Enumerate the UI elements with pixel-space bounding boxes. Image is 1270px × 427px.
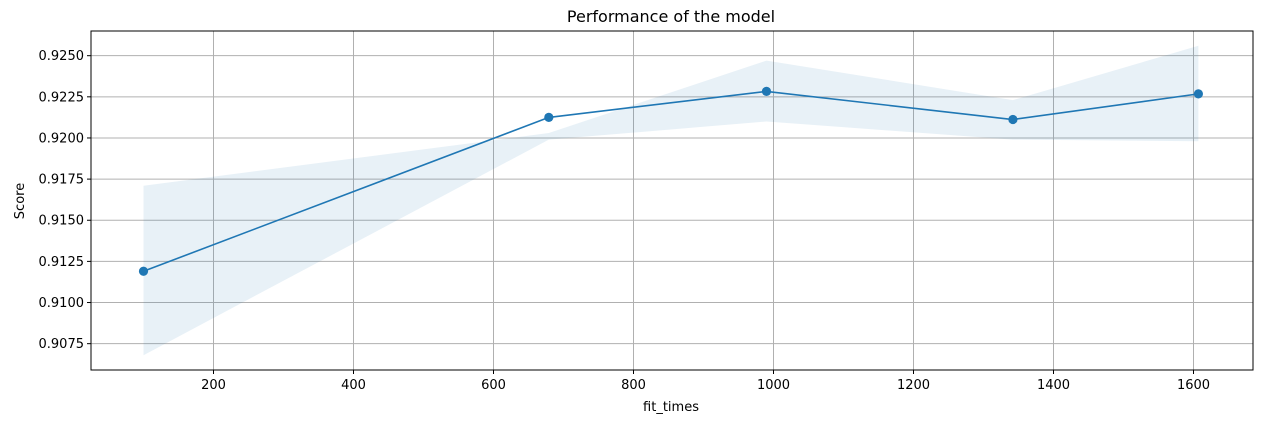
x-tick-label: 1000: [757, 378, 790, 393]
y-tick-label: 0.9175: [39, 173, 85, 188]
data-point: [1008, 114, 1018, 125]
y-axis-title: Score: [13, 183, 28, 219]
y-tick-label: 0.9150: [39, 214, 85, 229]
x-tick-label: 200: [201, 378, 226, 393]
data-point-layer: [138, 86, 1203, 276]
y-tick-label: 0.9250: [39, 49, 85, 64]
x-tick-label: 1200: [897, 378, 930, 393]
plot-frame: [90, 30, 1254, 371]
x-tick-label: 1400: [1037, 378, 1070, 393]
chart-title: Performance of the model: [567, 7, 775, 26]
data-point: [1193, 89, 1203, 99]
x-tick-label: 400: [341, 378, 366, 393]
data-point: [138, 266, 149, 276]
data-point: [544, 112, 554, 122]
confidence-band: [143, 45, 1199, 356]
y-tick-label: 0.9225: [39, 90, 85, 105]
y-tick-label: 0.9200: [39, 131, 85, 146]
tick-layer: 200 400 600 800 1000 1200 1400 1600 0.9075 0.9100…: [39, 49, 1211, 393]
grid-layer: [91, 31, 1253, 370]
data-point: [761, 86, 772, 96]
x-tick-label: 1600: [1177, 378, 1210, 393]
x-tick-label: 800: [621, 378, 646, 393]
y-tick-label: 0.9125: [39, 255, 85, 270]
y-tick-label: 0.9100: [39, 296, 85, 311]
x-axis-title: fit_times: [643, 400, 699, 415]
y-tick-label: 0.9075: [39, 337, 85, 352]
confidence-band-layer: [143, 45, 1199, 356]
x-tick-label: 600: [481, 378, 506, 393]
